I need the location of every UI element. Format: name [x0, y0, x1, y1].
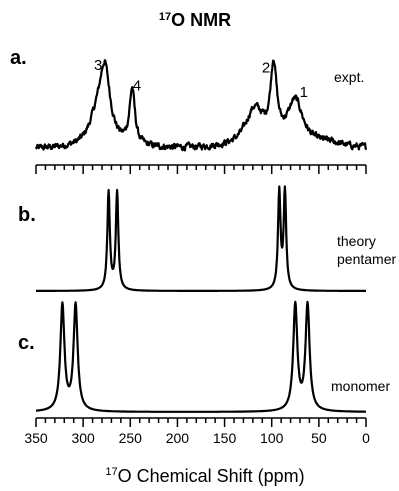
title-text: O NMR	[171, 10, 231, 30]
panel-b-note-line-2: pentamer	[337, 251, 396, 267]
panel-b-label: b.	[18, 204, 36, 226]
x-tick-label-100: 100	[260, 430, 284, 446]
x-tick-label-300: 300	[71, 430, 95, 446]
panel-c-label: c.	[18, 332, 35, 354]
x-tick-label-150: 150	[213, 430, 237, 446]
x-axis-title-superscript: 17	[105, 466, 117, 478]
peak-label-3: 3	[94, 57, 102, 74]
x-tick-label-200: 200	[166, 430, 190, 446]
peak-label-2: 2	[262, 60, 270, 77]
x-axis-title: 17O Chemical Shift (ppm)	[105, 466, 304, 486]
panel-a-note-line-1: expt.	[334, 69, 364, 85]
chart-title: 17O NMR	[159, 10, 231, 30]
panel-a-axis	[35, 164, 367, 174]
x-tick-label-250: 250	[119, 430, 143, 446]
peak-label-4: 4	[133, 78, 141, 95]
panel-c-note-line-1: monomer	[331, 378, 390, 394]
panel-c-spectrum-line	[35, 300, 367, 413]
title-superscript: 17	[159, 11, 171, 23]
x-tick-label-0: 0	[362, 430, 370, 446]
bottom-axis: 350 300 250 200 150 100 50 0	[24, 417, 370, 446]
x-tick-label-350: 350	[24, 430, 48, 446]
panel-b-note-line-1: theory	[337, 233, 376, 249]
panel-a-label: a.	[10, 47, 27, 69]
x-axis-title-text: O Chemical Shift (ppm)	[118, 466, 305, 486]
panel-b-spectrum-line	[35, 185, 367, 292]
x-tick-label-50: 50	[311, 430, 327, 446]
panel-a-spectrum-line	[34, 59, 368, 152]
peak-label-1: 1	[300, 84, 308, 101]
panels-group: a. expt. 3 4 2 1 b. theory pentamer c. monomer	[10, 47, 396, 413]
